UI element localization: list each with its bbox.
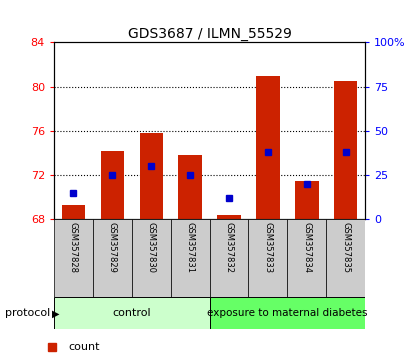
Text: GSM357834: GSM357834 [303,222,311,273]
Bar [54,297,210,329]
Bar [101,151,124,219]
Text: exposure to maternal diabetes: exposure to maternal diabetes [207,308,368,318]
Bar [334,81,357,219]
Text: GSM357831: GSM357831 [186,222,195,273]
Text: ▶: ▶ [52,308,60,318]
Bar [217,215,241,219]
Bar [210,297,365,329]
Bar [249,219,287,297]
Text: GSM357833: GSM357833 [264,222,272,273]
Bar [210,219,249,297]
Bar [178,155,202,219]
Bar [139,133,163,219]
Text: GSM357828: GSM357828 [69,222,78,273]
Text: GSM357829: GSM357829 [108,222,117,273]
Bar [62,205,85,219]
Text: GSM357835: GSM357835 [341,222,350,273]
Text: GSM357830: GSM357830 [147,222,156,273]
Title: GDS3687 / ILMN_55529: GDS3687 / ILMN_55529 [128,28,291,41]
Bar [295,181,319,219]
Text: control: control [112,308,151,318]
Bar [132,219,171,297]
Bar [326,219,365,297]
Bar [171,219,210,297]
Bar [93,219,132,297]
Text: count: count [68,342,100,352]
Text: GSM357832: GSM357832 [225,222,234,273]
Bar [256,76,280,219]
Bar [287,219,326,297]
Text: protocol: protocol [5,308,50,318]
Bar [54,219,93,297]
